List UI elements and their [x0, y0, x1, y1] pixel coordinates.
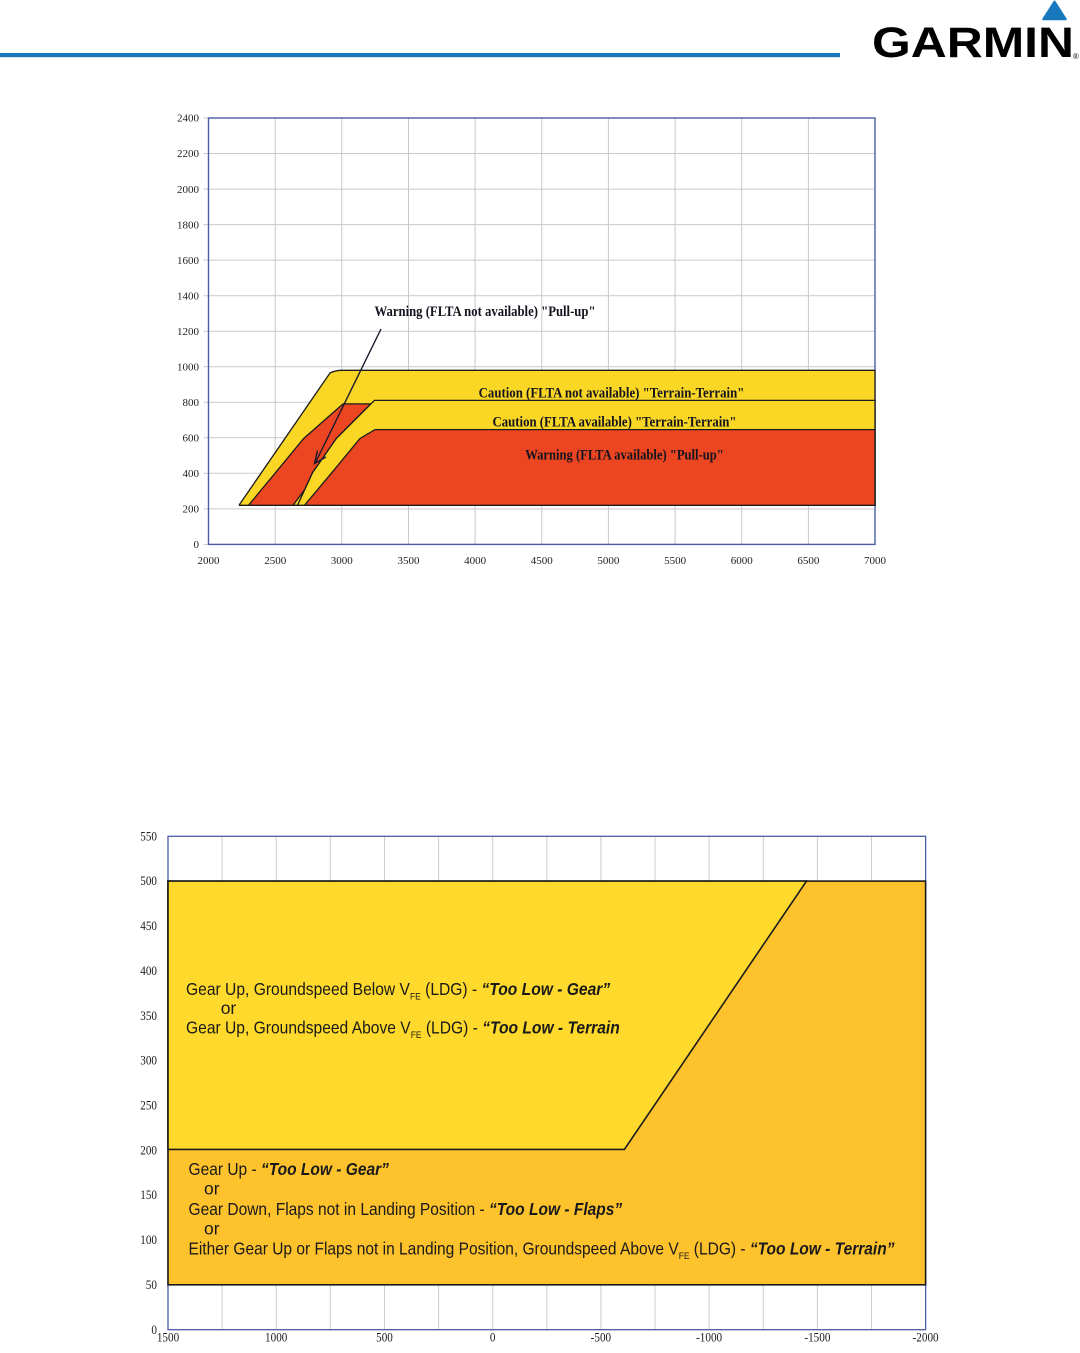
svg-text:Gear Up, Groundspeed Above VFE: Gear Up, Groundspeed Above VFE (LDG) - “… — [186, 1017, 620, 1041]
svg-text:2400: 2400 — [177, 113, 200, 125]
svg-text:1600: 1600 — [177, 255, 200, 267]
svg-text:550: 550 — [140, 829, 157, 843]
svg-text:500: 500 — [376, 1331, 393, 1345]
svg-text:1800: 1800 — [177, 219, 200, 231]
svg-text:or: or — [204, 1219, 220, 1239]
svg-text:-1000: -1000 — [696, 1331, 722, 1345]
svg-text:6500: 6500 — [797, 555, 820, 567]
svg-text:400: 400 — [183, 468, 200, 480]
svg-text:5000: 5000 — [597, 555, 620, 567]
svg-text:500: 500 — [140, 874, 157, 888]
svg-text:1000: 1000 — [177, 361, 200, 373]
svg-text:6000: 6000 — [731, 555, 754, 567]
svg-text:Warning (FLTA not available) ": Warning (FLTA not available) "Pull-up" — [375, 304, 596, 320]
svg-text:200: 200 — [140, 1143, 157, 1157]
svg-text:4500: 4500 — [531, 555, 554, 567]
svg-text:2000: 2000 — [198, 555, 221, 567]
svg-text:600: 600 — [183, 433, 200, 445]
svg-text:400: 400 — [140, 964, 157, 978]
svg-text:GARMIN: GARMIN — [872, 19, 1074, 67]
svg-text:Gear Down, Flaps not in Landin: Gear Down, Flaps not in Landing Position… — [189, 1199, 623, 1219]
svg-text:4000: 4000 — [464, 555, 487, 567]
svg-text:300: 300 — [140, 1054, 157, 1068]
svg-text:-1500: -1500 — [804, 1331, 830, 1345]
svg-text:Caution (FLTA not available) ": Caution (FLTA not available) "Terrain-Te… — [479, 386, 745, 402]
svg-text:Either Gear Up or Flaps not in: Either Gear Up or Flaps not in Landing P… — [189, 1238, 895, 1262]
svg-text:1000: 1000 — [265, 1331, 287, 1345]
svg-text:0: 0 — [151, 1323, 157, 1337]
svg-text:Gear Up - “Too Low - Gear”: Gear Up - “Too Low - Gear” — [189, 1159, 390, 1179]
svg-text:3500: 3500 — [398, 555, 421, 567]
svg-text:or: or — [221, 998, 237, 1018]
svg-text:-2000: -2000 — [913, 1331, 939, 1345]
svg-text:Gear Up, Groundspeed Below VFE: Gear Up, Groundspeed Below VFE (LDG) - “… — [186, 979, 610, 1003]
svg-text:450: 450 — [140, 919, 157, 933]
svg-text:2200: 2200 — [177, 148, 200, 160]
svg-text:0: 0 — [194, 539, 200, 551]
svg-text:0: 0 — [490, 1331, 496, 1345]
svg-text:2000: 2000 — [177, 184, 200, 196]
svg-text:3000: 3000 — [331, 555, 354, 567]
svg-text:®: ® — [1073, 51, 1080, 61]
svg-text:150: 150 — [140, 1188, 157, 1202]
svg-text:5500: 5500 — [664, 555, 687, 567]
svg-text:2500: 2500 — [264, 555, 287, 567]
svg-text:350: 350 — [140, 1009, 157, 1023]
svg-text:50: 50 — [146, 1278, 157, 1292]
svg-text:250: 250 — [140, 1099, 157, 1113]
svg-text:1500: 1500 — [157, 1331, 179, 1345]
svg-text:Caution (FLTA available) "Terr: Caution (FLTA available) "Terrain-Terrai… — [493, 415, 737, 431]
svg-text:Warning (FLTA available) "Pull: Warning (FLTA available) "Pull-up" — [525, 448, 724, 464]
svg-text:800: 800 — [183, 397, 200, 409]
svg-text:200: 200 — [183, 504, 200, 516]
svg-text:1200: 1200 — [177, 326, 200, 338]
svg-text:1400: 1400 — [177, 290, 200, 302]
svg-text:-500: -500 — [591, 1331, 612, 1345]
svg-text:100: 100 — [140, 1233, 157, 1247]
svg-text:7000: 7000 — [864, 555, 887, 567]
svg-text:or: or — [204, 1179, 220, 1199]
